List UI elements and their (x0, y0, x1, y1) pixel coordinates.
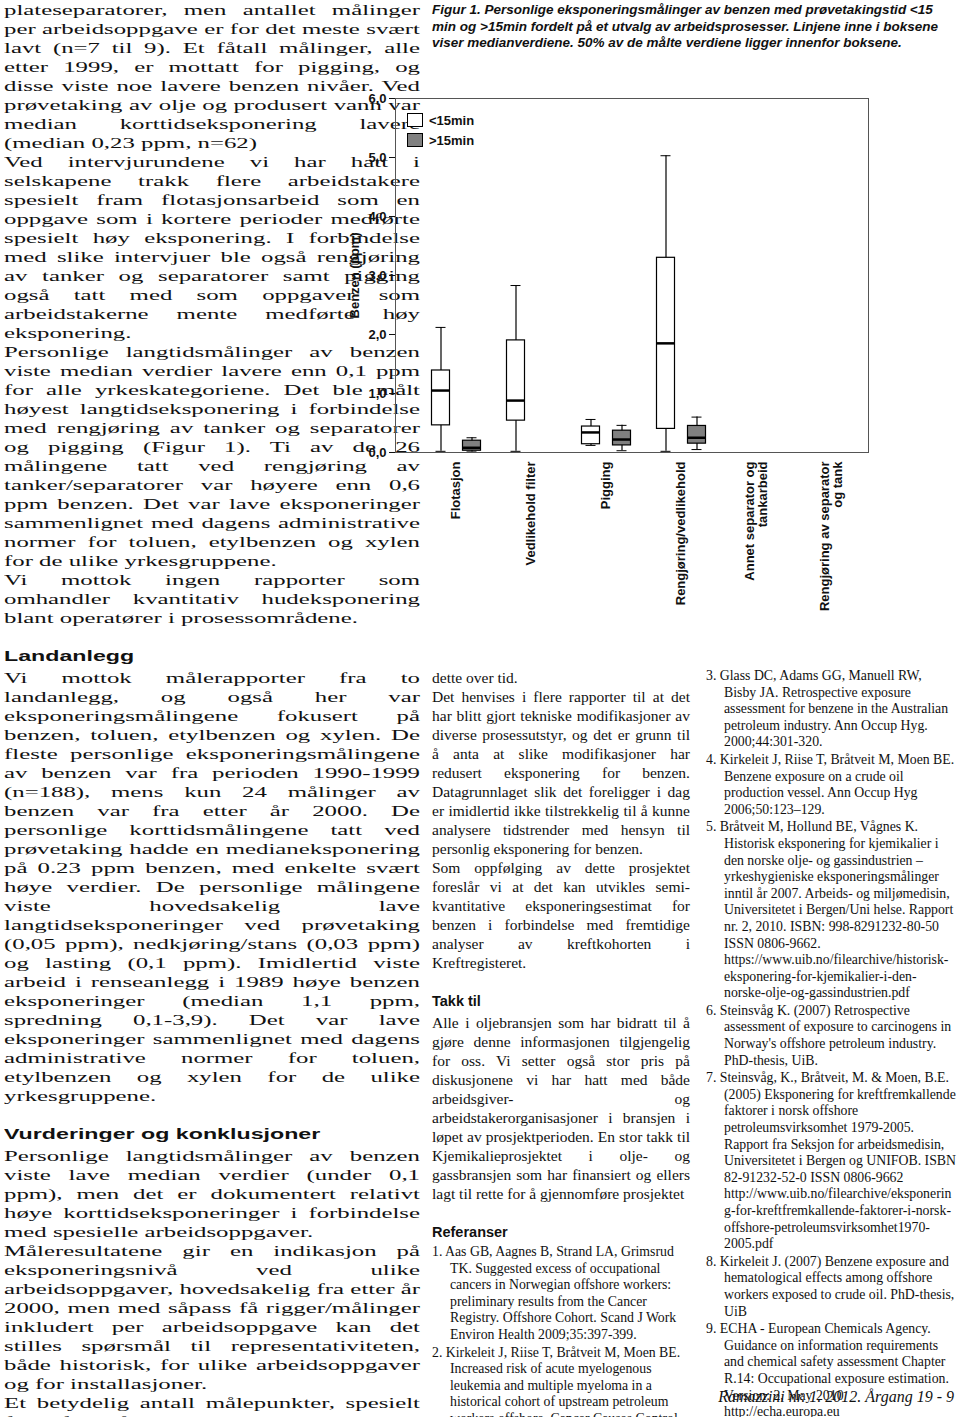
svg-text:0,0: 0,0 (368, 445, 386, 460)
svg-text:6,0: 6,0 (368, 91, 386, 106)
svg-text:Benzen (ppm): Benzen (ppm) (347, 233, 362, 319)
svg-text:Flotasjon: Flotasjon (448, 461, 463, 519)
svg-text:4,0: 4,0 (368, 209, 386, 224)
svg-text:5,0: 5,0 (368, 150, 386, 165)
svg-text:Vedlikehold filter: Vedlikehold filter (523, 462, 538, 566)
svg-text:Pigging: Pigging (598, 461, 613, 509)
svg-text:Rengjøring/vedlikehold: Rengjøring/vedlikehold (673, 461, 688, 605)
svg-text:Annet separator ogtankarbeid: Annet separator ogtankarbeid (742, 461, 770, 580)
svg-text:2,0: 2,0 (368, 327, 386, 342)
svg-text:Rengjøring av separatorog tank: Rengjøring av separatorog tank (817, 461, 845, 611)
svg-text:3,0: 3,0 (368, 268, 386, 283)
svg-text:1,0: 1,0 (368, 386, 386, 401)
